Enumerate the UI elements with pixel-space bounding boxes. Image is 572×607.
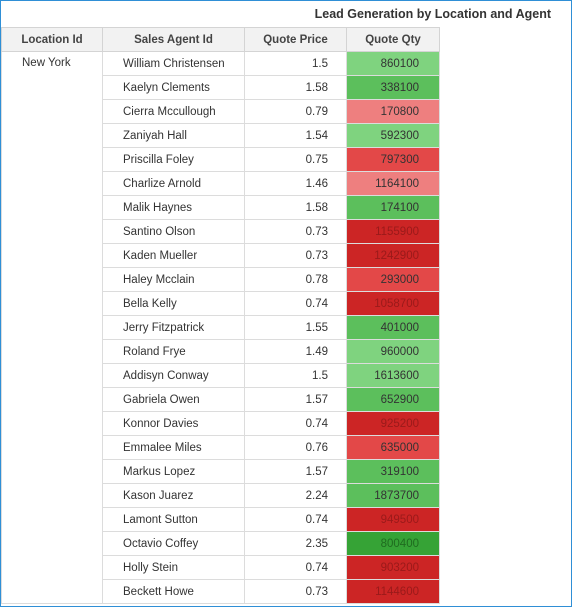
price-cell: 0.79	[245, 100, 347, 124]
header-row: Location Id Sales Agent Id Quote Price Q…	[2, 28, 440, 52]
price-cell: 1.55	[245, 316, 347, 340]
agent-cell: Konnor Davies	[103, 412, 245, 436]
agent-cell: Jerry Fitzpatrick	[103, 316, 245, 340]
table-body: New York William Christensen 1.5 860100 Kael…	[2, 52, 440, 604]
quote-qty-cell: 401000	[347, 316, 440, 340]
price-cell: 0.74	[245, 508, 347, 532]
quote-qty-cell: 1144600	[347, 580, 440, 604]
price-cell: 0.78	[245, 268, 347, 292]
price-cell: 0.75	[245, 148, 347, 172]
price-cell: 0.73	[245, 244, 347, 268]
agent-cell: Addisyn Conway	[103, 364, 245, 388]
agent-cell: Lamont Sutton	[103, 508, 245, 532]
quote-qty-cell: 635000	[347, 436, 440, 460]
quote-qty-cell: 1613600	[347, 364, 440, 388]
agent-cell: Beckett Howe	[103, 580, 245, 604]
price-cell: 0.73	[245, 220, 347, 244]
widget-title: Lead Generation by Location and Agent	[1, 1, 571, 27]
price-cell: 1.58	[245, 196, 347, 220]
agent-cell: Kaelyn Clements	[103, 76, 245, 100]
agent-cell: Holly Stein	[103, 556, 245, 580]
quote-qty-cell: 797300	[347, 148, 440, 172]
agent-cell: Haley Mcclain	[103, 268, 245, 292]
quote-qty-cell: 800400	[347, 532, 440, 556]
agent-cell: Zaniyah Hall	[103, 124, 245, 148]
quote-qty-cell: 174100	[347, 196, 440, 220]
quote-qty-cell: 903200	[347, 556, 440, 580]
agent-cell: Charlize Arnold	[103, 172, 245, 196]
price-cell: 2.35	[245, 532, 347, 556]
agent-cell: Bella Kelly	[103, 292, 245, 316]
location-cell: New York	[2, 52, 103, 604]
column-header-agent[interactable]: Sales Agent Id	[103, 28, 245, 52]
price-cell: 1.54	[245, 124, 347, 148]
price-cell: 1.5	[245, 52, 347, 76]
agent-cell: Kaden Mueller	[103, 244, 245, 268]
column-header-price[interactable]: Quote Price	[245, 28, 347, 52]
pivot-table: Location Id Sales Agent Id Quote Price Q…	[1, 27, 440, 604]
column-header-location[interactable]: Location Id	[2, 28, 103, 52]
quote-qty-cell: 949500	[347, 508, 440, 532]
price-cell: 0.76	[245, 436, 347, 460]
agent-cell: Santino Olson	[103, 220, 245, 244]
price-cell: 1.57	[245, 388, 347, 412]
agent-cell: Kason Juarez	[103, 484, 245, 508]
quote-qty-cell: 1164100	[347, 172, 440, 196]
price-cell: 0.73	[245, 580, 347, 604]
price-cell: 0.74	[245, 412, 347, 436]
quote-qty-cell: 592300	[347, 124, 440, 148]
quote-qty-cell: 860100	[347, 52, 440, 76]
agent-cell: Roland Frye	[103, 340, 245, 364]
table-row: New York William Christensen 1.5 860100	[2, 52, 440, 76]
agent-cell: Markus Lopez	[103, 460, 245, 484]
agent-cell: Cierra Mccullough	[103, 100, 245, 124]
agent-cell: Octavio Coffey	[103, 532, 245, 556]
price-cell: 2.24	[245, 484, 347, 508]
column-header-qty[interactable]: Quote Qty	[347, 28, 440, 52]
agent-cell: Gabriela Owen	[103, 388, 245, 412]
quote-qty-cell: 1242900	[347, 244, 440, 268]
agent-cell: Malik Haynes	[103, 196, 245, 220]
price-cell: 1.58	[245, 76, 347, 100]
quote-qty-cell: 1155900	[347, 220, 440, 244]
quote-qty-cell: 960000	[347, 340, 440, 364]
price-cell: 1.5	[245, 364, 347, 388]
quote-qty-cell: 1873700	[347, 484, 440, 508]
quote-qty-cell: 652900	[347, 388, 440, 412]
quote-qty-cell: 319100	[347, 460, 440, 484]
quote-qty-cell: 1058700	[347, 292, 440, 316]
price-cell: 0.74	[245, 292, 347, 316]
quote-qty-cell: 293000	[347, 268, 440, 292]
price-cell: 0.74	[245, 556, 347, 580]
quote-qty-cell: 925200	[347, 412, 440, 436]
agent-cell: Priscilla Foley	[103, 148, 245, 172]
price-cell: 1.57	[245, 460, 347, 484]
agent-cell: William Christensen	[103, 52, 245, 76]
price-cell: 1.49	[245, 340, 347, 364]
quote-qty-cell: 338100	[347, 76, 440, 100]
quote-qty-cell: 170800	[347, 100, 440, 124]
agent-cell: Emmalee Miles	[103, 436, 245, 460]
price-cell: 1.46	[245, 172, 347, 196]
